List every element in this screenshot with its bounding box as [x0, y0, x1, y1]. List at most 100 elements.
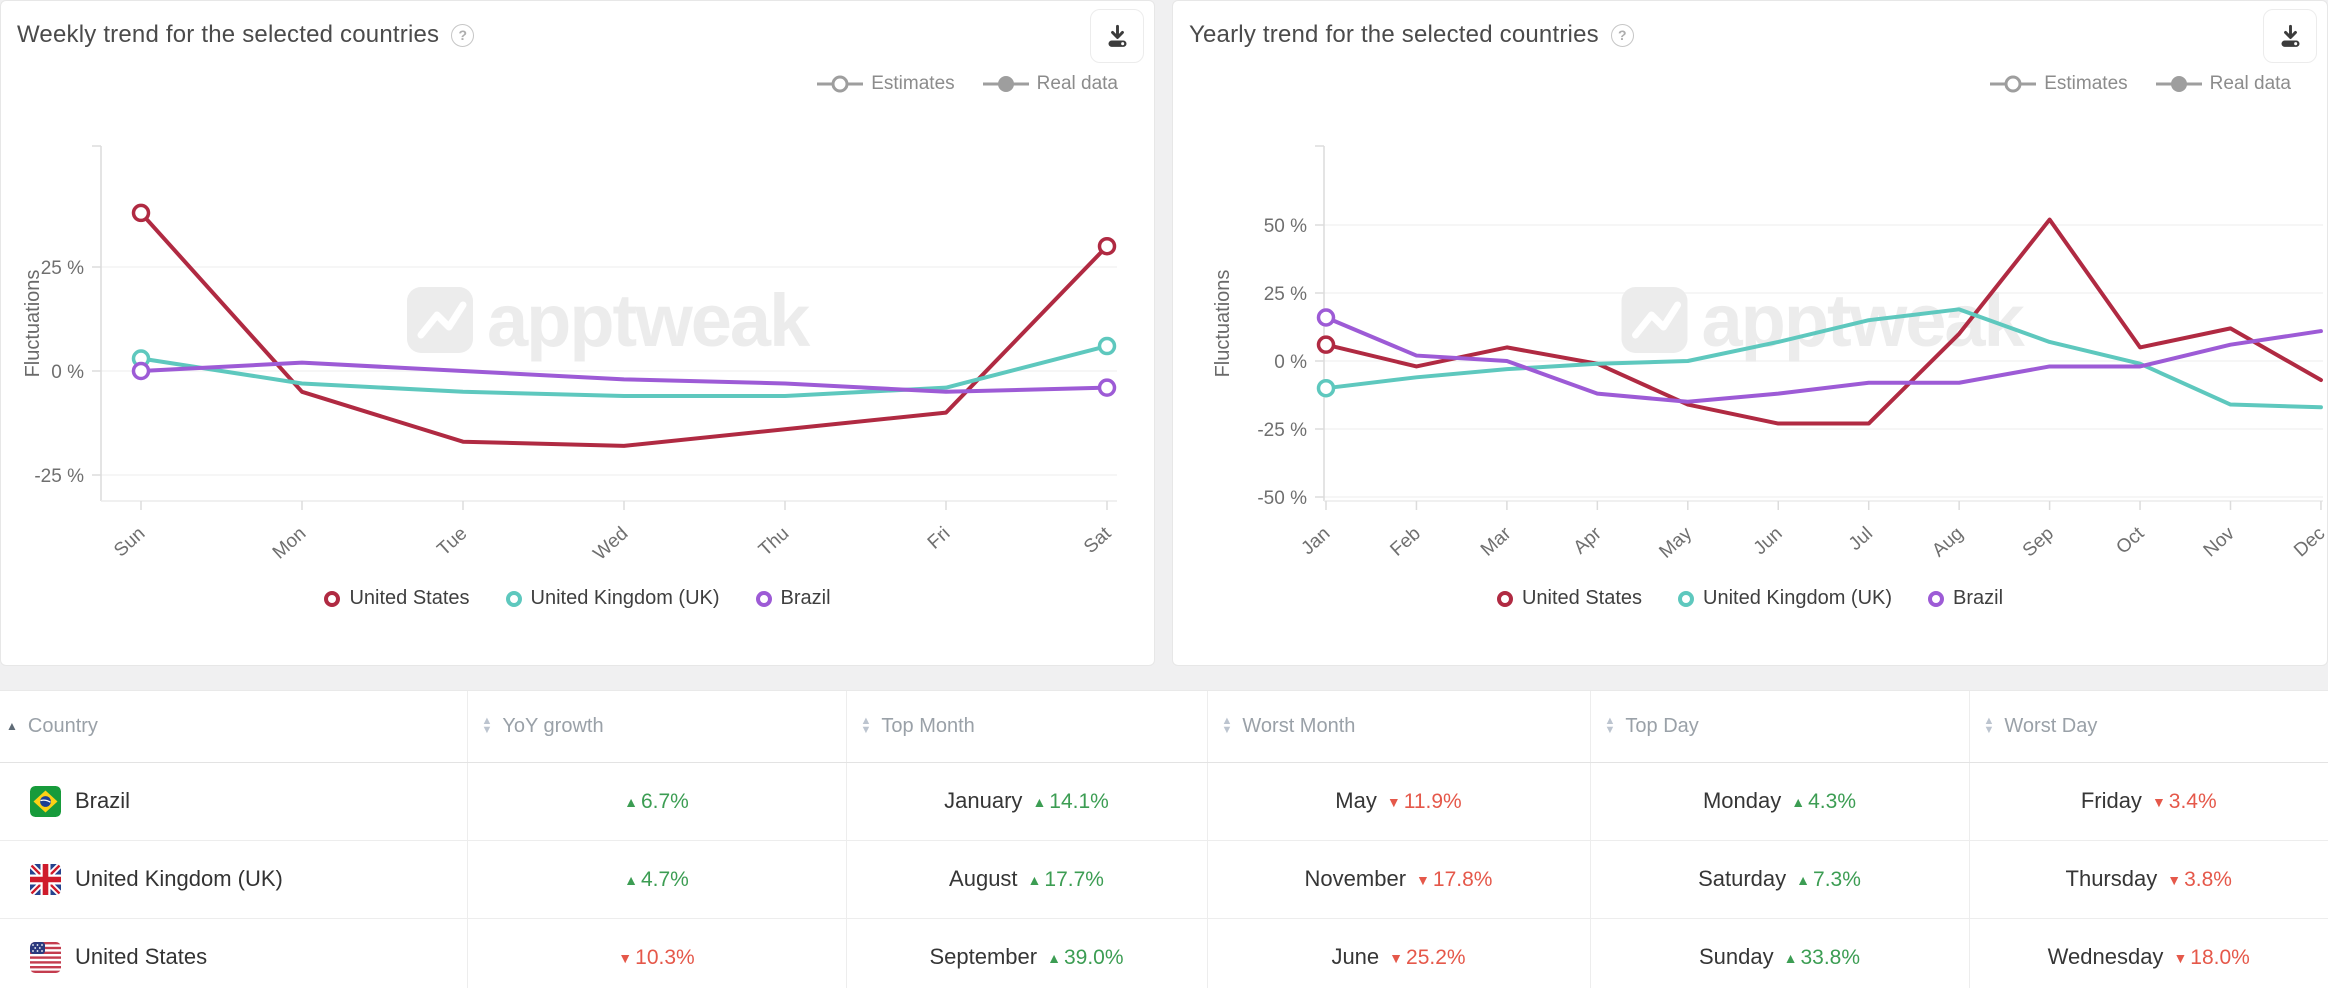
cell-yoy-growth: ▲ 4.7% [466, 839, 846, 918]
worst-day-change: ▼ 3.8% [2167, 868, 2232, 891]
column-header-worst-month[interactable]: ▲ ▼ Worst Month [1206, 691, 1590, 763]
sort-icon: ▲ ▼ [481, 715, 493, 737]
top-day-change: ▲ 4.3% [1791, 790, 1856, 813]
country-name: Brazil [75, 788, 131, 813]
svg-text:Fluctuations: Fluctuations [22, 270, 44, 378]
brazil-flag-icon [30, 785, 61, 817]
cell-top-day: Sunday ▲ 33.8% [1589, 917, 1969, 988]
worst-month-change: ▼ 11.9% [1386, 790, 1462, 813]
cell-worst-month: May ▼ 11.9% [1206, 762, 1590, 840]
legend-estimates[interactable]: Estimates [817, 73, 955, 95]
united-kingdom-ring-icon [1678, 590, 1695, 607]
worst-day-change: ▼ 18.0% [2173, 946, 2250, 970]
legend-united-states[interactable]: United States [324, 587, 470, 610]
help-icon[interactable]: ? [1610, 23, 1634, 47]
real-data-marker-icon [2155, 76, 2202, 92]
top-month-name: January [944, 788, 1023, 813]
trend-arrow-icon: ▲ [1783, 950, 1798, 967]
legend-real-data[interactable]: Real data [982, 73, 1118, 95]
cell-top-day: Saturday ▲ 7.3% [1589, 839, 1969, 918]
trend-arrow-icon: ▲ [1047, 950, 1061, 967]
legend-real-data[interactable]: Real data [2155, 73, 2291, 95]
svg-text:Sat: Sat [1080, 523, 1116, 558]
svg-text:Fluctuations: Fluctuations [1212, 270, 1234, 378]
trend-arrow-icon: ▲ [624, 794, 638, 810]
column-label: YoY growth [502, 714, 604, 737]
country-name: United Kingdom (UK) [75, 866, 283, 891]
weekly-trend-chart[interactable]: 25 % 0 % -25 % apptweak Sun Mon Tue Wed Thu Fri Sa… [1, 101, 1156, 571]
column-header-top-month[interactable]: ▲ ▼ Top Month [845, 691, 1207, 763]
column-header-country[interactable]: ▲ Country [0, 691, 467, 763]
top-month-change: ▲ 17.7% [1027, 868, 1104, 891]
real-data-label: Real data [1036, 73, 1118, 94]
svg-text:-25 %: -25 % [1257, 420, 1307, 441]
svg-text:Tue: Tue [433, 523, 471, 560]
worst-month-change: ▼ 25.2% [1389, 946, 1466, 970]
legend-united-kingdom[interactable]: United Kingdom (UK) [1678, 587, 1892, 610]
united-kingdom-ring-icon [505, 590, 522, 607]
svg-text:0 %: 0 % [1274, 352, 1307, 373]
trend-arrow-icon: ▲ [1027, 872, 1042, 888]
cell-top-month: January ▲ 14.1% [845, 762, 1207, 840]
legend-label: United States [349, 587, 470, 609]
brazil-ring-icon [755, 590, 772, 607]
yearly-country-legend: United States United Kingdom (UK) Brazil [1173, 587, 2327, 610]
svg-text:Aug: Aug [1928, 523, 1967, 561]
help-icon[interactable]: ? [451, 23, 475, 47]
download-button[interactable] [2263, 9, 2317, 63]
trend-arrow-icon: ▼ [2151, 794, 2166, 810]
weekly-country-legend: United States United Kingdom (UK) Brazil [1, 587, 1154, 610]
legend-brazil[interactable]: Brazil [1928, 587, 2003, 610]
svg-text:Mar: Mar [1477, 523, 1516, 561]
trend-arrow-icon: ▼ [2167, 872, 2182, 888]
svg-text:50 %: 50 % [1264, 216, 1307, 237]
legend-label: United Kingdom (UK) [1703, 587, 1893, 609]
trend-arrow-icon: ▼ [1386, 794, 1401, 810]
svg-text:Wed: Wed [590, 523, 633, 565]
legend-united-kingdom[interactable]: United Kingdom (UK) [505, 587, 720, 610]
estimates-marker-icon [817, 75, 864, 93]
svg-text:-25 %: -25 % [34, 466, 84, 487]
column-header-top-day[interactable]: ▲ ▼ Top Day [1589, 691, 1969, 763]
column-header-worst-day[interactable]: ▲ ▼ Worst Day [1968, 691, 2328, 763]
worst-month-name: June [1331, 944, 1380, 970]
yoy-growth-value: ▲ 4.7% [624, 868, 689, 891]
svg-text:Nov: Nov [2200, 523, 2240, 562]
column-label: Worst Day [2004, 714, 2098, 737]
legend-united-states[interactable]: United States [1496, 587, 1643, 610]
top-month-name: August [949, 866, 1018, 891]
table-row-united-kingdom: United Kingdom (UK) ▲ 4.7% August ▲ 17.7% N… [0, 839, 2328, 918]
svg-text:Sep: Sep [2019, 523, 2058, 561]
trend-arrow-icon: ▲ [1791, 794, 1806, 810]
yoy-growth-value: ▲ 6.7% [624, 790, 689, 813]
cell-top-month: August ▲ 17.7% [845, 839, 1207, 918]
legend-label: United States [1521, 587, 1643, 609]
column-label: Country [27, 714, 98, 737]
legend-label: United Kingdom (UK) [530, 587, 720, 609]
united-states-ring-icon [1496, 590, 1513, 607]
top-day-name: Monday [1702, 788, 1782, 813]
legend-brazil[interactable]: Brazil [755, 587, 831, 610]
svg-text:Apr: Apr [1570, 523, 1607, 559]
legend-estimates[interactable]: Estimates [1990, 73, 2128, 95]
yoy-growth-value: ▼ 10.3% [618, 946, 695, 970]
svg-text:25 %: 25 % [1264, 284, 1307, 305]
column-header-yoy-growth[interactable]: ▲ ▼ YoY growth [466, 691, 846, 763]
download-button[interactable] [1090, 9, 1144, 63]
country-name: United States [75, 944, 208, 970]
svg-text:Thu: Thu [755, 523, 793, 561]
sort-icon: ▲ ▼ [860, 715, 872, 737]
worst-day-name: Friday [2080, 788, 2142, 813]
top-day-name: Saturday [1698, 866, 1787, 891]
weekly-trend-card: Weekly trend for the selected countries … [0, 0, 1155, 666]
column-label: Top Month [881, 714, 975, 737]
legend-label: Brazil [1953, 587, 2004, 609]
worst-month-name: November [1304, 866, 1407, 891]
top-day-name: Sunday [1698, 944, 1774, 970]
table-row-united-states: United States ▼ 10.3% September ▲ 39.0% Jun… [0, 917, 2328, 988]
svg-text:Jul: Jul [1845, 523, 1877, 555]
worst-month-name: May [1335, 788, 1377, 813]
cell-top-day: Monday ▲ 4.3% [1589, 762, 1969, 840]
